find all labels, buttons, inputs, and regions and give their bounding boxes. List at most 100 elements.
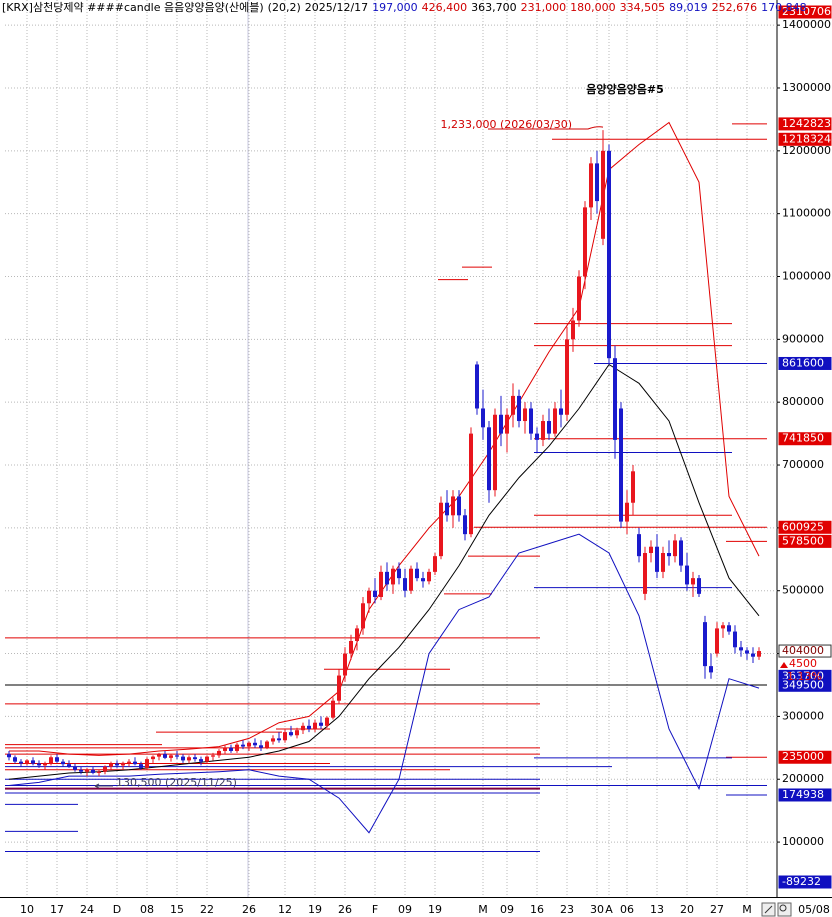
x-tick-label: 09 [500, 903, 514, 916]
x-tick-label: A [605, 903, 613, 916]
price-marker [778, 432, 832, 446]
candle-body [343, 653, 347, 676]
candle-body [661, 553, 665, 572]
x-tick-label: 12 [278, 903, 292, 916]
candle-body [43, 763, 47, 766]
band-line [9, 121, 760, 756]
x-tick-label: D [113, 903, 121, 916]
price-marker [778, 534, 832, 548]
y-tick-label: 700000 [782, 458, 824, 471]
candle-body [187, 757, 191, 761]
candle-body [205, 756, 209, 762]
price-marker-label: 404000 [782, 644, 824, 657]
candle-body [247, 742, 251, 747]
candle-body [175, 755, 179, 757]
candle-body [541, 421, 545, 440]
candle-body [397, 568, 401, 579]
x-tick-label: 08 [140, 903, 154, 916]
x-tick-label: 19 [428, 903, 442, 916]
candle-body [355, 628, 359, 641]
x-tick-label: 13 [650, 903, 664, 916]
price-marker [778, 750, 832, 764]
price-marker-label: 2310706 [782, 5, 831, 18]
candle-body [19, 761, 23, 764]
candle-body [433, 556, 437, 572]
low-arrow [94, 783, 113, 789]
candle-body [295, 730, 299, 736]
plot: 1000002000003000004000005000006000007000… [5, 0, 832, 916]
candle-body [679, 540, 683, 566]
candle-body [349, 640, 353, 654]
candle-body [457, 496, 461, 516]
candle-body [613, 358, 617, 440]
candle-body [139, 764, 143, 768]
candle-body [289, 732, 293, 736]
candle-body [565, 339, 569, 415]
candle-body [319, 722, 323, 726]
candle-body [37, 763, 41, 766]
y-tick-label: 1200000 [782, 144, 831, 157]
candle-body [481, 408, 485, 428]
x-tick-label: 09 [398, 903, 412, 916]
candle-body [523, 408, 527, 422]
y-tick-label: 900000 [782, 332, 824, 345]
y-tick-label: 1300000 [782, 81, 831, 94]
candle-body [253, 742, 257, 746]
price-marker-label: 600925 [782, 520, 824, 533]
x-tick-label: M [742, 903, 752, 916]
x-tick-label: 10 [20, 903, 34, 916]
candle-body [637, 534, 641, 557]
price-marker [778, 132, 832, 146]
candle-body [517, 395, 521, 422]
candle-body [499, 414, 503, 434]
zoom-button[interactable] [777, 902, 792, 917]
candle-body [475, 364, 479, 409]
x-tick-label: 19 [308, 903, 322, 916]
x-tick-label: 26 [338, 903, 352, 916]
candle-body [667, 553, 671, 557]
candle-body [361, 603, 365, 629]
candle-body [367, 590, 371, 604]
candle-body [307, 725, 311, 729]
change-amount: 4500 [789, 657, 817, 670]
candle-body [553, 408, 557, 434]
y-tick-label: 200000 [782, 772, 824, 785]
y-tick-label: 800000 [782, 395, 824, 408]
header-item: 426,400 [422, 1, 468, 14]
price-marker [778, 678, 832, 692]
candle-body [223, 747, 227, 751]
header-item: (20,2) [268, 1, 301, 14]
candle-body [409, 568, 413, 591]
candle-body [55, 757, 59, 762]
header-item: 231,000 [521, 1, 567, 14]
x-tick-label: 06 [620, 903, 634, 916]
candle-body [487, 427, 491, 491]
y-tick-label: 1100000 [782, 207, 831, 220]
x-tick-label: 17 [50, 903, 64, 916]
low-label: 130,500 (2025/11/25) [116, 776, 237, 789]
price-marker-label: 174938 [782, 788, 824, 801]
candle-body [691, 578, 695, 585]
candle-body [427, 571, 431, 582]
band-line [8, 533, 760, 834]
candle-body [193, 757, 197, 760]
candle-body [67, 764, 71, 767]
tool-icon [764, 905, 773, 914]
candle-body [757, 651, 761, 657]
y-tick-label: 1400000 [782, 18, 831, 31]
candle-body [733, 631, 737, 648]
change-percent: 1.13% [787, 670, 822, 683]
price-marker [778, 520, 832, 534]
candle-body [115, 763, 119, 766]
x-tick-label: M [478, 903, 488, 916]
candle-body [325, 717, 329, 726]
candle-body [79, 769, 83, 772]
candle-body [61, 761, 65, 765]
candle-body [283, 732, 287, 741]
candle-body [739, 647, 743, 651]
candle-body [577, 276, 581, 321]
candle-body [547, 421, 551, 434]
candle-body [199, 759, 203, 762]
candle-body [379, 571, 383, 597]
candle-body [685, 565, 689, 585]
